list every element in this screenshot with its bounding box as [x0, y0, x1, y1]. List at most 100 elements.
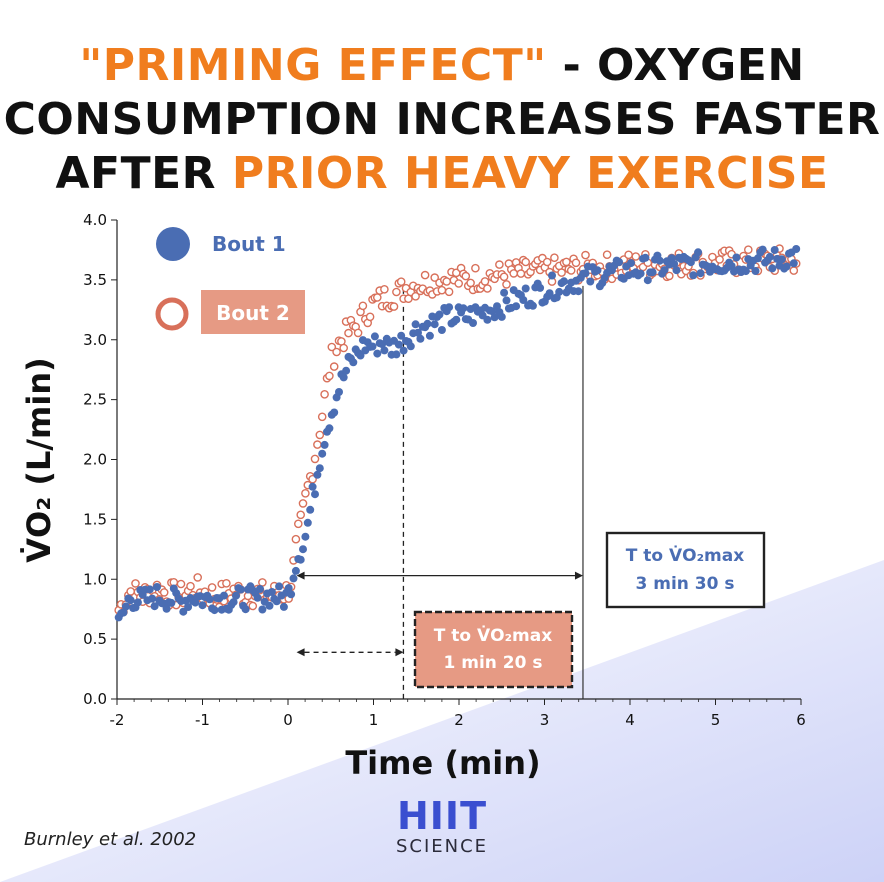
bout1-point	[512, 302, 521, 311]
bout2-arrowhead-right	[395, 648, 404, 657]
bout2-point	[461, 271, 471, 281]
bout1-point	[380, 346, 389, 355]
bout2-point	[420, 270, 430, 280]
bout1-point	[153, 583, 161, 591]
bout2-point	[332, 347, 341, 357]
bout2-point	[466, 278, 475, 288]
bout1-point	[528, 301, 537, 310]
x-axis-label: Time (min)	[345, 744, 540, 782]
bout1-point	[272, 597, 281, 606]
x-tick-label: 6	[796, 711, 806, 729]
x-tick-label: 2	[454, 711, 464, 729]
bout1-point	[267, 588, 276, 596]
bout1-point	[287, 590, 296, 599]
bout1-point	[258, 605, 267, 614]
bout1-point	[220, 591, 228, 600]
bout1-point	[378, 340, 387, 349]
annotation-lines	[296, 279, 584, 699]
bout1-point	[284, 584, 293, 593]
x-tick-label: 5	[711, 711, 721, 729]
bout1-point	[315, 464, 324, 473]
bout2-point	[624, 250, 633, 260]
bout1-point	[162, 604, 171, 613]
x-tick-label: 4	[625, 711, 635, 729]
y-tick-label: 3.5	[83, 271, 107, 289]
bout2-point	[499, 272, 509, 282]
bout1-point	[593, 266, 602, 275]
bout1-point	[299, 545, 307, 554]
bout1-point	[397, 331, 406, 340]
bout1-point	[318, 449, 327, 458]
brand-mark: HIIT	[396, 794, 487, 838]
bout1-point	[229, 598, 238, 607]
bout2-point	[222, 579, 231, 588]
bout1-point	[370, 332, 379, 341]
bout2-tmax-box	[413, 610, 574, 689]
title-text-2: CONSUMPTION INCREASES FASTER	[3, 94, 881, 145]
bout2-point	[444, 287, 454, 297]
bout1-arrowhead-right	[574, 571, 583, 580]
bout1-point	[265, 601, 274, 610]
y-tick-label: 0.0	[83, 690, 107, 708]
bout1-point	[241, 605, 250, 614]
bout2-point	[358, 301, 368, 311]
bout1-point	[435, 310, 444, 319]
bout1-point	[256, 585, 264, 593]
bout2-point	[602, 250, 612, 259]
bout1-point	[782, 262, 791, 271]
bout2-point	[744, 245, 753, 254]
bout2-point	[313, 440, 322, 449]
bout1-point	[672, 266, 681, 275]
y-axis-label: V̇O₂ (L/min)	[20, 357, 58, 563]
legend-label-bout1: Bout 1	[212, 232, 286, 256]
bout2-point	[176, 579, 186, 589]
bout1-point	[643, 276, 652, 285]
bout1-point	[296, 555, 305, 564]
bout2-point	[339, 343, 349, 353]
bout2-point	[131, 579, 140, 588]
bout2-tmax-label: T to V̇O₂max	[434, 625, 552, 646]
bout1-point	[191, 598, 200, 607]
bout2-point	[327, 342, 337, 352]
bout2-point	[380, 284, 389, 294]
bout1-point	[167, 598, 176, 607]
bout1-point	[145, 585, 154, 594]
bout1-point	[313, 470, 322, 479]
bout1-point	[320, 440, 329, 449]
brand-subtitle: SCIENCE	[395, 836, 489, 857]
bout2-point	[291, 534, 301, 544]
bout1-point	[770, 246, 779, 254]
brand-logo: HIIT SCIENCE	[380, 796, 504, 858]
y-tick-label: 2.0	[83, 451, 107, 469]
bout1-point	[416, 334, 425, 343]
bout2-point	[495, 260, 504, 269]
bout1-tmax-box	[605, 531, 766, 609]
y-tick-label: 2.5	[83, 391, 107, 409]
bout2-point	[430, 273, 440, 282]
bout2-point	[296, 510, 306, 520]
bout2-point	[320, 389, 329, 399]
bout1-point	[789, 259, 798, 268]
bout1-point	[394, 340, 403, 349]
bout1-point	[758, 245, 767, 254]
bout1-point	[627, 259, 635, 268]
bout1-point	[289, 574, 298, 583]
bout1-point	[308, 482, 317, 491]
bout2-point	[186, 581, 195, 591]
bout1-point	[655, 256, 664, 265]
bout2-point	[442, 277, 452, 286]
bout1-point	[253, 593, 262, 602]
legend-marker-bout1	[156, 227, 190, 261]
bout2-point	[581, 250, 590, 260]
bout1-point	[399, 346, 408, 355]
bout2-point	[516, 269, 526, 278]
bout1-point	[325, 424, 334, 433]
chart-legend: Bout 1 Bout 2	[155, 227, 305, 334]
bout1-point	[574, 287, 583, 296]
bout1-point	[279, 602, 288, 611]
bout1-point	[291, 566, 300, 575]
bout1-arrowhead-left	[296, 571, 305, 580]
bout1-point	[768, 264, 777, 273]
bout1-point	[311, 490, 319, 499]
bout1-point	[148, 594, 157, 603]
